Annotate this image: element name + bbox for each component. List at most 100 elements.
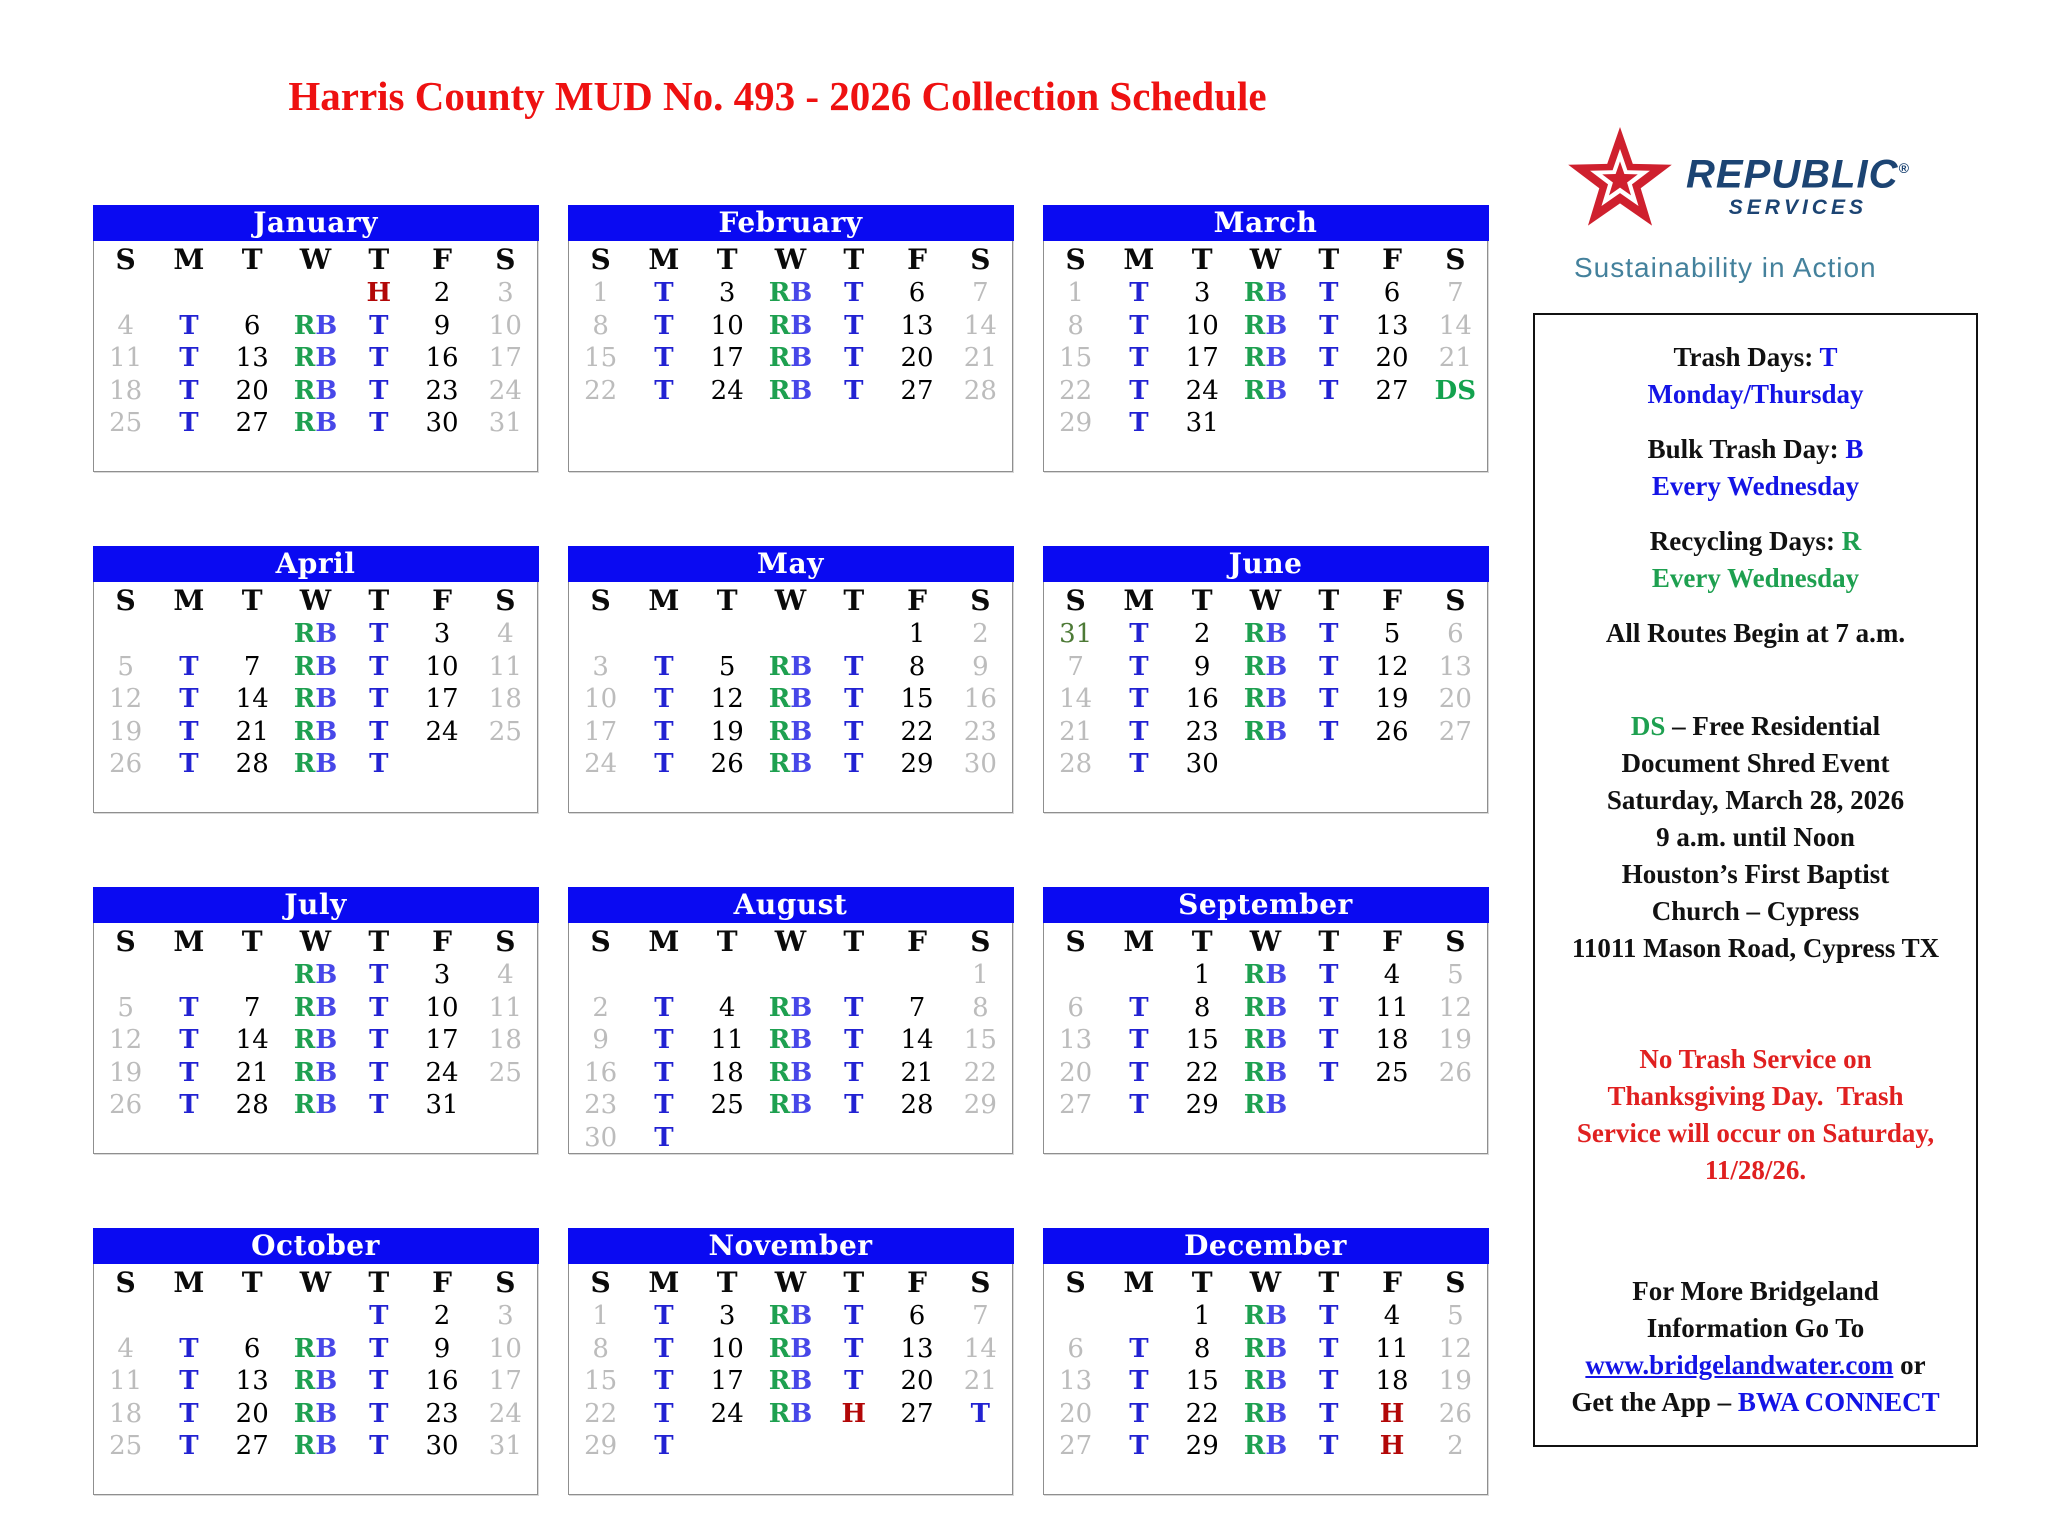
- calendar-cell: T: [1319, 278, 1339, 308]
- day-of-week-label: T: [368, 925, 390, 958]
- info-text: R: [1841, 526, 1862, 556]
- calendar-cell: [885, 959, 948, 992]
- calendar-cell: 15: [584, 1366, 618, 1396]
- bulk-marker: B: [1265, 278, 1288, 308]
- calendar-cell: 13: [235, 1366, 269, 1396]
- calendar-cell: [1044, 1300, 1107, 1333]
- month-days: 1 T 3 RB T 6 7 8 T 10 RB T 13 14 15 T 17 RB T 20 21 22 T 24 RB T 2…: [569, 277, 1012, 407]
- calendar-cell: 14: [235, 684, 269, 714]
- calendar-cell: 21: [1438, 343, 1472, 373]
- calendar-cell: RB: [759, 992, 822, 1025]
- recycling-marker: R: [1243, 1025, 1266, 1055]
- calendar-cell: T: [1319, 343, 1339, 373]
- calendar-cell: 4: [718, 992, 736, 1023]
- calendar-cell: 27: [1059, 1090, 1093, 1120]
- calendar-cell: RB: [1234, 1398, 1297, 1431]
- calendar-cell: T: [654, 1090, 674, 1120]
- calendar-cell: 27: [1059, 1431, 1093, 1461]
- day-of-week-label: W: [299, 584, 332, 617]
- calendar-cell: 19: [109, 1057, 143, 1088]
- calendar-cell: 6: [908, 1301, 926, 1331]
- calendar-cell: T: [844, 716, 864, 747]
- calendar-cell: [696, 618, 759, 651]
- calendar-cell: RB: [284, 1089, 347, 1122]
- calendar-cell: 1: [592, 1301, 609, 1331]
- calendar-cell: 22: [584, 1398, 618, 1429]
- info-line: For More Bridgeland: [1535, 1273, 1976, 1310]
- calendar-cell: T: [1319, 960, 1339, 990]
- calendar-cell: 18: [109, 375, 143, 406]
- calendar-cell: 16: [584, 1057, 618, 1088]
- calendar-cell: T: [1129, 375, 1149, 406]
- calendar-cell: 10: [425, 651, 459, 682]
- calendar-cell: RB: [759, 1333, 822, 1366]
- bulk-marker: B: [1265, 1090, 1288, 1120]
- day-of-week-label: S: [1065, 584, 1086, 617]
- calendar-cell: 29: [1059, 408, 1093, 438]
- calendar-cell: RB: [1234, 1057, 1297, 1090]
- day-of-week-label: S: [1065, 243, 1086, 276]
- recycling-marker: R: [768, 375, 791, 406]
- calendar-cell: T: [654, 684, 674, 714]
- day-of-week-label: T: [241, 1266, 263, 1299]
- bridgeland-link[interactable]: www.bridgelandwater.com: [1585, 1350, 1894, 1380]
- calendar-cell: RB: [759, 1089, 822, 1122]
- info-panel: Trash Days: T Monday/Thursday Bulk Trash D…: [1533, 313, 1978, 1447]
- calendar-cell: T: [1129, 651, 1149, 682]
- bulk-marker: B: [790, 1398, 813, 1429]
- calendar-cell: [822, 959, 885, 992]
- calendar-cell: 9: [433, 310, 451, 341]
- month-november: November S M T W T F S 1 T 3 RB T 6 7 8 T 10 RB T 13 14 15 T 17 R…: [567, 1228, 1014, 1495]
- recycling-marker: R: [768, 278, 791, 308]
- day-of-week-label: W: [299, 1266, 332, 1299]
- calendar-cell: [94, 959, 157, 992]
- recycling-marker: R: [293, 716, 316, 747]
- calendar-cell: 1: [1067, 278, 1084, 308]
- calendar-cell: RB: [284, 651, 347, 684]
- day-of-week-label: T: [368, 584, 390, 617]
- calendar-cell: T: [369, 960, 389, 990]
- month-may: May S M T W T F S 1 2 3 T 5 RB T 8 9 10 T 12 RB T 15 16 17 T 19 RB T…: [567, 546, 1014, 813]
- calendar-cell: 4: [497, 960, 514, 990]
- calendar-cell: 17: [710, 1366, 744, 1396]
- calendar-cell: T: [369, 1025, 389, 1055]
- calendar-cell: RB: [1234, 1430, 1297, 1463]
- calendar-cell: T: [654, 278, 674, 308]
- calendar-cell: H: [1379, 1431, 1405, 1461]
- recycling-marker: R: [768, 1333, 791, 1364]
- info-line: Every Wednesday: [1535, 560, 1976, 597]
- calendar-cell: 21: [235, 716, 269, 747]
- calendar-cell: 14: [900, 1025, 934, 1055]
- calendar-cell: 7: [243, 992, 261, 1023]
- calendar-cell: T: [1129, 343, 1149, 373]
- calendar-cell: 15: [963, 1025, 997, 1055]
- calendar-cell: RB: [759, 748, 822, 781]
- calendar-cell: 3: [433, 619, 451, 649]
- recycling-marker: R: [293, 343, 316, 373]
- calendar-cell: 22: [1185, 1057, 1219, 1088]
- calendar-cell: 24: [710, 1398, 744, 1429]
- calendar-cell: 22: [1059, 375, 1093, 406]
- calendar-cell: T: [1319, 651, 1339, 682]
- calendar-cell: [94, 1300, 157, 1333]
- spacer: [1535, 413, 1976, 431]
- calendar-cell: [1297, 407, 1360, 440]
- calendar-cell: 11: [488, 992, 522, 1023]
- calendar-cell: 10: [710, 1333, 744, 1364]
- calendar-cell: [157, 959, 220, 992]
- calendar-cell: [1234, 748, 1297, 781]
- calendar-cell: RB: [284, 716, 347, 749]
- page-title: Harris County MUD No. 493 - 2026 Collect…: [288, 73, 1267, 119]
- recycling-marker: R: [768, 1398, 791, 1429]
- calendar-cell: [632, 618, 695, 651]
- month-october: October S M T W T F S T 2 3 4 T 6 RB T 9 10 11 T 13 RB T 16 17 18…: [92, 1228, 539, 1495]
- calendar-cell: 13: [1059, 1366, 1093, 1396]
- bulk-marker: B: [315, 1398, 338, 1429]
- calendar-cell: 10: [488, 310, 522, 341]
- calendar-cell: RB: [284, 1057, 347, 1090]
- calendar-cell: 14: [1438, 310, 1472, 341]
- calendar-cell: 28: [235, 1090, 269, 1120]
- calendar-cell: 5: [718, 651, 736, 682]
